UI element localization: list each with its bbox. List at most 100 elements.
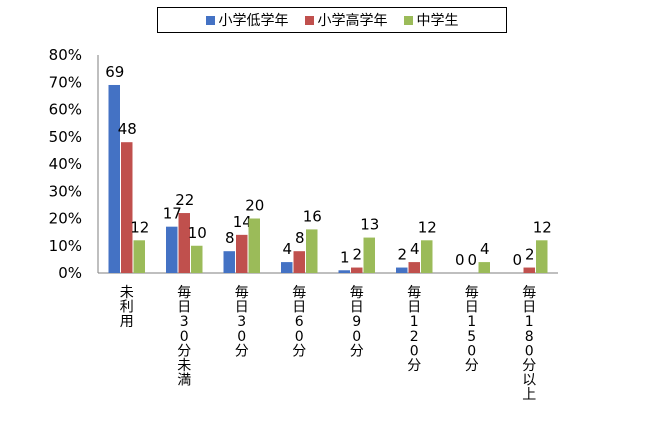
y-tick-label: 60%: [49, 101, 82, 119]
bar-1-0: [121, 142, 133, 273]
x-tick-label: 用: [120, 314, 134, 330]
data-label: 8: [225, 229, 235, 247]
data-label: 8: [295, 229, 305, 247]
bar-0-3: [281, 262, 293, 273]
y-tick-label: 40%: [49, 155, 82, 173]
data-label: 12: [130, 218, 149, 236]
x-tick-label: 3: [237, 314, 246, 330]
x-tick-label: 0: [410, 343, 419, 359]
x-tick-label: 8: [525, 329, 534, 345]
x-tick-label: 分: [407, 358, 421, 374]
bar-2-6: [478, 262, 490, 273]
data-label: 48: [118, 120, 137, 138]
x-tick-label: 分: [235, 343, 249, 359]
x-tick-label: 利: [120, 300, 134, 316]
data-label: 16: [303, 207, 322, 225]
x-tick-label: 0: [352, 329, 361, 345]
x-tick-label: 分: [465, 358, 479, 374]
bar-1-5: [408, 262, 420, 273]
bar-2-0: [133, 240, 145, 273]
data-label: 2: [397, 246, 407, 264]
data-label: 14: [233, 213, 252, 231]
legend-item-elementary-low: 小学低学年: [205, 10, 289, 30]
data-label: 20: [245, 197, 264, 215]
legend-swatch-junior-high: [403, 15, 413, 25]
data-label: 0: [455, 251, 465, 269]
x-tick-label: 分: [292, 343, 306, 359]
x-tick-label: 1: [525, 314, 534, 330]
x-tick-label: 分: [350, 343, 364, 359]
legend: 小学低学年 小学高学年 中学生: [157, 7, 507, 33]
x-tick-label: 9: [352, 314, 361, 330]
bar-0-2: [223, 251, 235, 273]
x-tick-label: 0: [180, 329, 189, 345]
legend-item-junior-high: 中学生: [403, 10, 459, 30]
x-tick-label: 毎: [465, 285, 479, 301]
x-tick-label: 0: [237, 329, 246, 345]
x-tick-label: 分: [522, 358, 536, 374]
legend-label-junior-high: 中学生: [416, 13, 459, 29]
data-label: 4: [480, 240, 490, 258]
bar-1-3: [293, 251, 305, 273]
bar-1-7: [523, 267, 535, 273]
x-tick-label: 5: [467, 329, 476, 345]
data-label: 13: [360, 216, 379, 234]
y-tick-label: 0%: [58, 264, 82, 282]
x-tick-label: 日: [465, 300, 479, 316]
legend-label-elementary-high: 小学高学年: [317, 13, 388, 29]
data-label: 0: [467, 251, 477, 269]
data-label: 69: [105, 63, 124, 81]
y-tick-label: 80%: [49, 46, 82, 64]
x-tick-label: 6: [295, 314, 304, 330]
x-tick-label: 0: [295, 329, 304, 345]
y-tick-label: 10%: [49, 237, 82, 255]
bar-0-0: [108, 84, 120, 273]
data-label: 10: [188, 224, 207, 242]
x-tick-label: 毎: [522, 285, 536, 301]
legend-item-elementary-high: 小学高学年: [304, 10, 388, 30]
data-label: 2: [525, 246, 535, 264]
data-label: 12: [418, 218, 437, 236]
data-label: 17: [163, 205, 182, 223]
x-tick-label: 未: [177, 358, 191, 374]
y-tick-label: 20%: [49, 210, 82, 228]
x-tick-label: 日: [350, 300, 364, 316]
data-label: 4: [410, 240, 420, 258]
x-tick-label: 毎: [350, 285, 364, 301]
bar-2-3: [306, 229, 318, 273]
x-tick-label: 日: [292, 300, 306, 316]
x-tick-label: 分: [177, 343, 191, 359]
bar-1-1: [178, 213, 190, 273]
data-label: 0: [512, 251, 522, 269]
legend-swatch-elementary-high: [304, 15, 314, 25]
y-tick-label: 30%: [49, 182, 82, 200]
y-tick-label: 70%: [49, 73, 82, 91]
bar-2-2: [248, 218, 260, 273]
data-label: 2: [352, 246, 362, 264]
x-tick-label: 日: [522, 300, 536, 316]
data-label: 1: [340, 248, 350, 266]
x-tick-label: 0: [467, 343, 476, 359]
legend-label-elementary-low: 小学低学年: [218, 13, 289, 29]
data-label: 12: [533, 218, 552, 236]
x-tick-label: 1: [410, 314, 419, 330]
y-tick-label: 50%: [49, 128, 82, 146]
bar-0-4: [338, 270, 350, 273]
bar-2-5: [421, 240, 433, 273]
bar-0-5: [396, 267, 408, 273]
bar-2-4: [363, 237, 375, 273]
x-tick-label: 満: [177, 373, 191, 389]
x-tick-label: 日: [177, 300, 191, 316]
x-tick-label: 毎: [177, 285, 191, 301]
legend-swatch-elementary-low: [205, 15, 215, 25]
bar-0-1: [166, 226, 178, 273]
data-label: 4: [282, 240, 292, 258]
x-tick-label: 日: [235, 300, 249, 316]
x-tick-label: 以: [522, 373, 536, 389]
data-label: 22: [175, 191, 194, 209]
x-tick-label: 0: [525, 343, 534, 359]
x-tick-label: 日: [407, 300, 421, 316]
x-tick-label: 上: [522, 387, 536, 403]
